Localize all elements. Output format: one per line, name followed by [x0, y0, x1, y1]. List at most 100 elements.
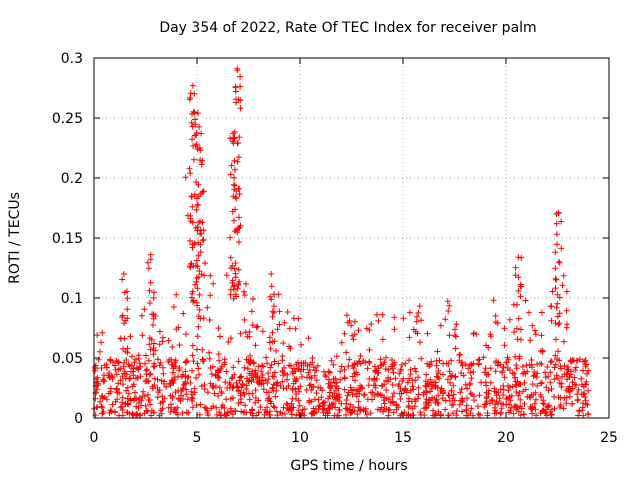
data-point [248, 378, 255, 385]
data-point [161, 380, 168, 387]
data-point [207, 365, 214, 371]
data-point [440, 360, 447, 367]
data-point [101, 372, 107, 379]
data-point [296, 402, 303, 409]
data-point [380, 397, 387, 404]
y-tick-label: 0.2 [61, 171, 83, 187]
data-point [147, 251, 154, 258]
x-tick-label: 0 [90, 430, 99, 446]
data-point [369, 396, 375, 403]
data-point [402, 360, 409, 367]
data-point [549, 288, 556, 295]
data-point [221, 411, 228, 417]
data-point [99, 394, 106, 401]
data-point [193, 402, 200, 409]
data-point [415, 374, 421, 381]
data-point [252, 342, 259, 349]
data-point [281, 319, 288, 326]
data-point [561, 362, 568, 369]
data-point [492, 319, 499, 326]
data-point [230, 130, 237, 137]
data-point [231, 217, 237, 224]
data-point [136, 396, 143, 403]
data-point [213, 411, 220, 418]
data-point [582, 381, 589, 388]
data-point [574, 391, 581, 398]
data-point [117, 377, 124, 384]
y-axis-label: ROTI / TECUs [7, 192, 23, 284]
data-point [195, 202, 201, 209]
data-point [259, 328, 266, 335]
data-point [269, 384, 276, 391]
data-point [154, 394, 161, 401]
data-point [445, 360, 452, 367]
data-point [317, 384, 324, 391]
data-point [321, 405, 328, 412]
data-point [159, 398, 166, 405]
data-point [189, 391, 196, 398]
data-point [248, 308, 255, 315]
data-point [418, 355, 425, 362]
data-point [397, 396, 404, 402]
data-point [552, 352, 559, 359]
data-point [145, 265, 152, 272]
data-point [146, 287, 153, 294]
data-point [221, 356, 228, 363]
data-point [196, 123, 203, 130]
data-point [445, 412, 451, 419]
data-point [280, 372, 287, 379]
data-point [230, 383, 237, 390]
data-point [465, 365, 472, 372]
data-point [269, 313, 276, 320]
data-point [229, 374, 236, 381]
data-point [236, 239, 242, 246]
data-point [194, 360, 201, 367]
data-point [234, 158, 241, 165]
data-point [500, 392, 507, 398]
data-point [124, 315, 131, 322]
data-point [424, 360, 431, 367]
data-point [187, 260, 194, 267]
data-point [552, 336, 559, 343]
data-point [98, 365, 105, 371]
data-point [124, 384, 131, 391]
data-point [389, 361, 396, 368]
data-point [516, 355, 523, 362]
data-point [264, 397, 271, 404]
data-point [121, 368, 128, 375]
data-point [349, 391, 356, 398]
data-point [206, 349, 213, 356]
data-point [367, 410, 374, 417]
data-point [381, 359, 388, 366]
data-point [131, 359, 138, 366]
data-point [295, 359, 301, 366]
data-point [194, 333, 201, 340]
data-point [150, 345, 157, 351]
data-point [233, 96, 239, 103]
data-point [552, 265, 559, 272]
data-point [467, 380, 474, 387]
data-point [200, 227, 207, 234]
data-point [128, 362, 135, 369]
data-point [333, 353, 340, 360]
data-point [438, 385, 445, 392]
data-point [365, 382, 372, 389]
data-point [551, 376, 558, 383]
data-point [522, 370, 529, 377]
data-point [191, 109, 198, 116]
data-point [415, 309, 422, 316]
data-point [452, 374, 459, 381]
data-point [187, 90, 194, 97]
data-point [115, 380, 122, 387]
data-point [532, 389, 539, 396]
data-point [355, 398, 362, 405]
data-point [510, 410, 517, 417]
data-point [521, 400, 528, 407]
data-point [451, 326, 458, 333]
data-point [271, 373, 277, 380]
data-point [481, 404, 488, 410]
data-point [235, 358, 242, 365]
data-point [274, 412, 281, 419]
data-point [337, 368, 344, 375]
